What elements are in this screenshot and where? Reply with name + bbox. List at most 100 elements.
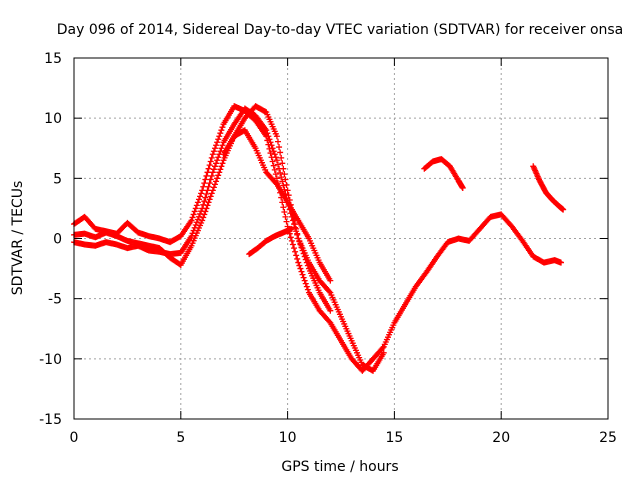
x-tick-label: 20 [492,430,510,446]
x-tick-label: 10 [279,430,297,446]
data-point [205,183,212,190]
data-point [214,139,221,146]
data-point [294,215,301,222]
data-point [267,150,274,157]
data-point [271,178,278,185]
data-point [287,234,294,241]
data-point [215,172,222,179]
data-point [301,277,308,284]
data-point [390,322,397,329]
data-point [219,124,226,131]
data-point [240,116,247,123]
data-point [277,169,284,176]
data-point [211,163,218,170]
data-point [191,208,198,215]
data-point [289,217,296,224]
data-point [213,160,220,167]
data-point [336,335,343,342]
data-point [265,133,272,140]
data-point [194,199,201,206]
data-point [199,187,206,194]
data-point [294,255,301,262]
data-point [299,271,306,278]
data-point [379,351,386,358]
data-point [201,198,208,205]
data-point [326,305,333,312]
data-point [379,345,386,352]
data-point [198,219,205,226]
data-point [219,160,226,167]
data-point [208,190,215,197]
data-point [262,125,269,132]
data-point [272,180,279,187]
data-point [208,172,215,179]
series-short-arc-c [530,163,567,213]
data-point [303,283,310,290]
data-point [216,169,223,176]
data-point [272,154,279,161]
data-point [213,178,220,185]
data-point [304,286,311,293]
y-tick-label: 5 [53,171,62,187]
data-point [288,226,295,233]
data-point [217,130,224,137]
data-point [90,223,97,230]
data-point [300,274,307,281]
data-point [280,204,287,211]
y-tick-label: -5 [48,292,62,308]
data-point [210,166,217,173]
data-point [274,161,281,168]
data-point [347,354,354,361]
data-point [200,183,207,190]
data-point [218,145,225,152]
data-point [211,145,218,152]
data-point [273,157,280,164]
data-point [279,178,286,185]
data-point [204,187,211,194]
data-point [214,157,221,164]
data-point [200,214,207,221]
data-point [251,143,258,150]
data-point [217,148,224,155]
data-point [206,196,213,203]
data-point [216,133,223,140]
data-point [204,169,211,176]
data-point [271,151,278,158]
data-point [278,154,285,161]
data-point [459,184,466,191]
data-point [132,227,139,234]
data-point [411,285,418,292]
data-point [293,252,300,259]
data-point [347,335,354,342]
data-point [283,218,290,225]
data-point [206,162,213,169]
y-tick-label: 0 [53,232,62,248]
data-point [279,160,286,167]
data-point [281,209,288,216]
data-point [283,181,290,188]
data-point [326,318,333,325]
data-point [283,197,290,204]
data-point [282,213,289,220]
data-point [518,236,525,243]
y-tick-label: 10 [44,111,62,127]
data-point [230,122,237,129]
x-tick-label: 15 [385,430,403,446]
data-point [278,174,285,181]
data-point [271,166,278,173]
data-point [193,219,200,226]
x-tick-label: 0 [70,430,79,446]
data-point [210,184,217,191]
data-point [284,187,291,194]
data-point [506,221,513,228]
data-point [264,130,271,137]
data-point [187,244,194,251]
data-point [210,148,217,155]
x-tick-label: 25 [599,430,617,446]
data-point [288,237,295,244]
data-series [71,103,567,374]
data-point [202,208,209,215]
data-point [266,136,273,143]
data-point [195,213,202,220]
